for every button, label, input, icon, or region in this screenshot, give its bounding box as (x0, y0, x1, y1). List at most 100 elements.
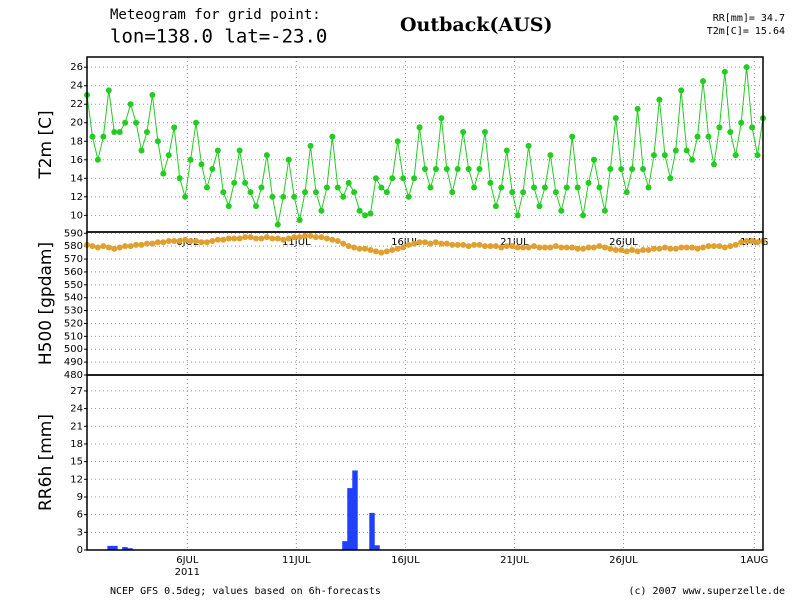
marker (280, 236, 287, 243)
marker (291, 234, 298, 241)
x-tick-label: 16JUL (391, 555, 420, 566)
marker (689, 156, 696, 163)
marker (220, 236, 227, 243)
source: NCEP GFS 0.5deg; values based on 6h-fore… (110, 586, 381, 597)
marker (498, 244, 505, 251)
marker (520, 244, 527, 251)
marker (732, 152, 739, 159)
marker (585, 244, 592, 251)
x-tick-label: 16JUL (391, 237, 420, 248)
marker (220, 189, 227, 196)
marker (307, 232, 314, 239)
marker (394, 138, 401, 145)
marker (454, 241, 461, 248)
marker (269, 193, 276, 200)
marker (105, 87, 112, 94)
y-tick-label: 24 (70, 81, 83, 92)
marker (111, 129, 118, 135)
marker (716, 243, 723, 250)
marker (356, 245, 363, 252)
marker (536, 203, 543, 210)
line (86, 67, 764, 225)
marker (334, 238, 341, 245)
marker (367, 247, 374, 254)
y-tick-label: 14 (70, 173, 83, 184)
marker (525, 142, 532, 149)
marker (362, 245, 369, 252)
marker (520, 189, 527, 196)
marker (721, 68, 728, 75)
marker (667, 175, 674, 182)
marker (176, 238, 183, 245)
bar (127, 548, 133, 550)
marker (334, 184, 341, 191)
marker (618, 166, 625, 173)
marker (754, 152, 761, 159)
marker (476, 166, 483, 173)
marker (176, 175, 183, 182)
marker (700, 244, 707, 251)
marker (503, 147, 510, 154)
marker (678, 87, 685, 94)
marker (645, 184, 652, 191)
marker (323, 184, 330, 191)
y-tick-label: 540 (64, 293, 83, 304)
t2m-mean: T2m[C]= 15.64 (707, 26, 785, 37)
marker (487, 243, 494, 250)
y-tick-label: 12 (70, 474, 83, 485)
marker (607, 166, 614, 173)
marker (345, 179, 352, 186)
marker (296, 216, 303, 223)
marker (258, 235, 265, 242)
marker (743, 238, 750, 245)
x-tick-label: 21JUL (500, 555, 529, 566)
marker (416, 124, 423, 131)
marker (492, 243, 499, 250)
marker (116, 129, 123, 135)
marker (645, 247, 652, 254)
marker (318, 207, 325, 214)
marker (362, 212, 369, 219)
marker (727, 243, 734, 250)
y-tick-label: 590 (64, 228, 83, 239)
marker (476, 241, 483, 248)
header-line2: lon=138.0 lat=-23.0 (110, 26, 327, 48)
marker (732, 241, 739, 248)
marker (738, 119, 745, 126)
marker (749, 238, 756, 245)
marker (127, 101, 134, 108)
marker (182, 193, 189, 200)
marker (536, 244, 543, 251)
marker (705, 243, 712, 250)
marker (105, 244, 112, 251)
marker (89, 243, 96, 250)
marker (149, 240, 156, 247)
marker (236, 235, 243, 242)
y-tick-label: 530 (64, 306, 83, 317)
x-tick-label: 11JUL (282, 237, 311, 248)
marker (389, 247, 396, 254)
marker (116, 244, 123, 251)
marker (487, 179, 494, 186)
marker (138, 147, 145, 154)
y-tick-label: 20 (70, 118, 83, 129)
y-tick-label: 500 (64, 344, 83, 355)
marker (372, 248, 379, 255)
marker (618, 247, 625, 254)
y-tick-label: 550 (64, 280, 83, 291)
y-tick-label: 6 (77, 510, 83, 521)
y-tick-label: 15 (70, 457, 83, 468)
marker (558, 207, 565, 214)
y-tick-label: 27 (70, 386, 83, 397)
marker (247, 189, 254, 196)
marker (574, 245, 581, 252)
marker (481, 129, 488, 135)
marker (656, 245, 663, 252)
marker (378, 249, 385, 256)
marker (400, 244, 407, 251)
y-tick-label: 26 (70, 62, 83, 73)
marker (710, 161, 717, 168)
bar (122, 547, 128, 550)
marker (154, 138, 161, 145)
panel-frame (86, 56, 764, 233)
